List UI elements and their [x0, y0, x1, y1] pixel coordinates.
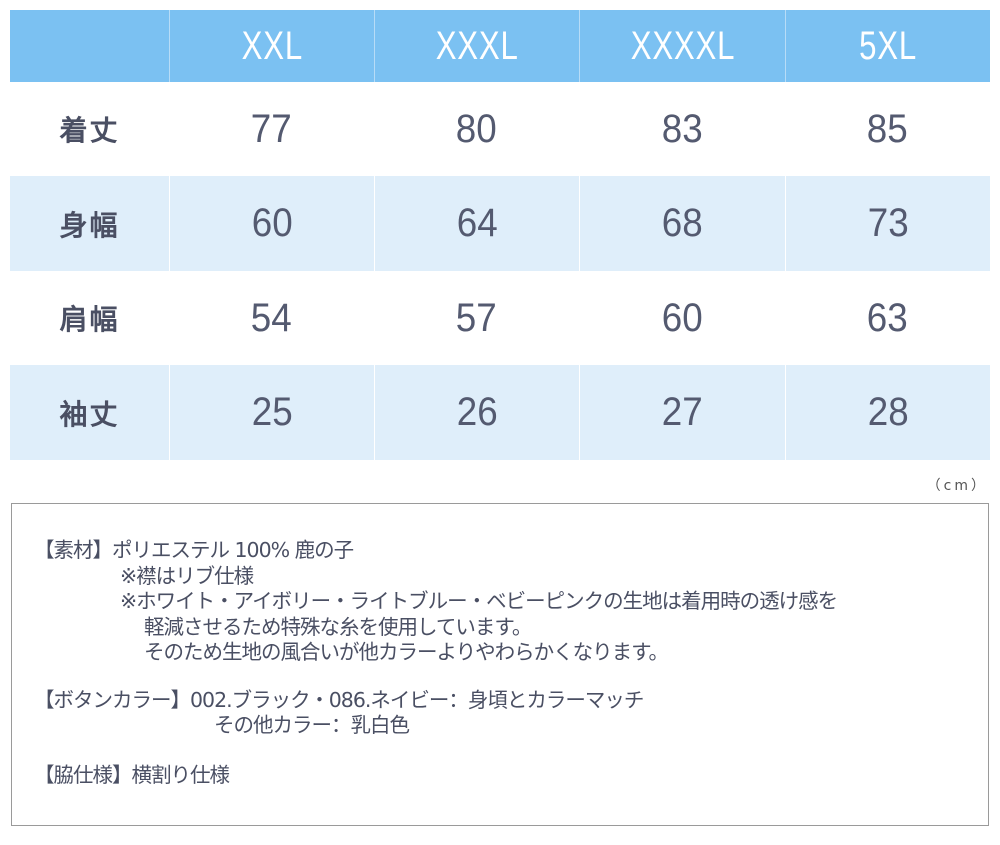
table-cell: 68 — [579, 176, 785, 271]
button-color-line: 【ボタンカラー】002.ブラック・086.ネイビー：身頃とカラーマッチ — [34, 688, 988, 714]
side-spec-line: 【脇仕様】横割り仕様 — [34, 763, 988, 789]
side-spec-label: 【脇仕様】 — [34, 762, 132, 787]
material-note: ※襟はリブ仕様 — [120, 563, 254, 588]
material-note: そのため生地の風合いが他カラーよりやわらかくなります。 — [144, 640, 669, 664]
button-color-text: 002.ブラック・086.ネイビー：身頃とカラーマッチ — [190, 687, 644, 712]
row-label-length: 着丈 — [10, 82, 169, 176]
header-size-5xl: 5XL — [785, 10, 990, 82]
unit-label: （cm） — [926, 478, 988, 494]
header-size-xxxxl: XXXXL — [579, 10, 785, 82]
material-note: 軽減させるため特殊な糸を使用しています。 — [144, 614, 532, 639]
table-cell: 80 — [374, 82, 579, 176]
header-size-xxl: XXL — [169, 10, 374, 82]
table-cell: 64 — [374, 176, 579, 271]
row-label-width: 身幅 — [10, 176, 169, 271]
table-cell: 26 — [374, 365, 579, 460]
table-cell: 27 — [579, 365, 785, 460]
product-notes-box: 【素材】ポリエステル 100% 鹿の子 ※襟はリブ仕様 ※ホワイト・アイボリー・… — [11, 503, 989, 826]
table-cell: 25 — [169, 365, 374, 460]
material-note: ※ホワイト・アイボリー・ライトブルー・ベビーピンクの生地は着用時の透け感を — [120, 589, 838, 613]
row-label-shoulder: 肩幅 — [10, 271, 169, 365]
table-cell: 85 — [785, 82, 990, 176]
header-size-xxxl: XXXL — [374, 10, 579, 82]
material-label: 【素材】 — [34, 538, 113, 562]
row-label-sleeve: 袖丈 — [10, 365, 169, 460]
table-cell: 73 — [785, 176, 990, 271]
table-cell: 57 — [374, 271, 579, 365]
table-cell: 83 — [579, 82, 785, 176]
table-cell: 60 — [169, 176, 374, 271]
material-line: 【素材】ポリエステル 100% 鹿の子 — [34, 538, 988, 564]
button-color-label: 【ボタンカラー】 — [34, 687, 191, 712]
table-cell: 54 — [169, 271, 374, 365]
size-table: XXL XXXL XXXXL 5XL 着丈 77 80 83 85 身幅 60 … — [10, 10, 990, 460]
side-spec-text: 横割り仕様 — [131, 762, 230, 787]
material-text: ポリエステル 100% 鹿の子 — [112, 538, 354, 562]
button-color-note: その他カラー：乳白色 — [214, 713, 410, 737]
table-cell: 77 — [169, 82, 374, 176]
table-cell: 60 — [579, 271, 785, 365]
header-corner-cell — [10, 10, 169, 82]
table-cell: 63 — [785, 271, 990, 365]
table-cell: 28 — [785, 365, 990, 460]
